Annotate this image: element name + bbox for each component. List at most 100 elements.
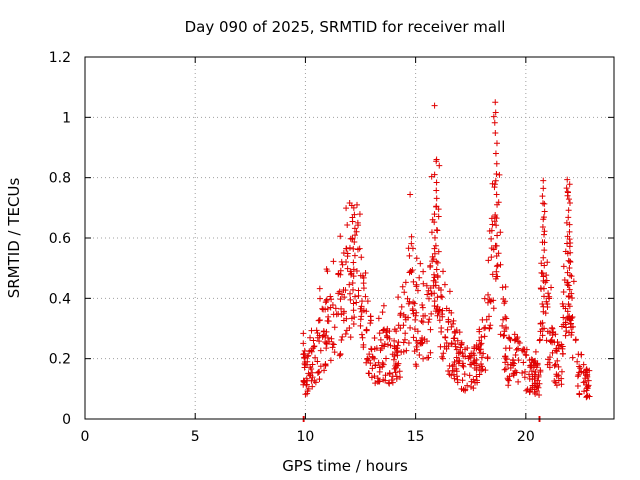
data-point [492,129,499,136]
data-point [362,293,369,300]
data-point [515,345,522,352]
data-point [325,313,332,320]
data-point [439,307,446,314]
data-point [390,356,397,363]
data-point [379,363,386,370]
data-point [400,339,407,346]
data-point [555,363,562,370]
data-point [439,355,446,362]
data-point [537,367,544,374]
data-point [391,337,398,344]
data-point [563,185,570,192]
data-point [377,336,384,343]
data-point [489,271,496,278]
data-point [520,346,527,353]
data-point [536,380,543,387]
data-point [435,285,442,292]
data-point [319,305,326,312]
data-point [541,247,548,254]
data-point [354,219,361,226]
data-point [316,317,323,324]
data-point [351,211,358,218]
data-point [402,330,409,337]
data-point [577,365,584,372]
data-point [308,365,315,372]
data-point [394,352,401,359]
data-point [386,328,393,335]
data-point [566,286,573,293]
data-point [364,298,371,305]
data-point [459,362,466,369]
data-point [347,334,354,341]
data-point [454,376,461,383]
data-point [481,295,488,302]
data-point [309,383,316,390]
data-point [519,370,526,377]
data-point [315,317,322,324]
data-point [313,327,320,334]
data-point [343,245,350,252]
data-point [436,317,443,324]
data-point [395,339,402,346]
data-point [413,343,420,350]
data-point [397,374,404,381]
data-point [490,305,497,312]
data-point [569,323,576,330]
data-point [543,272,550,279]
data-point [558,375,565,382]
data-point [350,273,357,280]
data-point [490,297,497,304]
data-point [419,319,426,326]
data-point [350,259,357,266]
data-point [330,341,337,348]
data-point [494,201,501,208]
data-point [428,229,435,236]
data-point [351,225,358,232]
data-point [541,239,548,246]
data-point [303,361,310,368]
chart-title: Day 090 of 2025, SRMTID for receiver mal… [185,18,506,36]
data-point [491,218,498,225]
data-point [337,351,344,358]
data-point [536,337,543,344]
data-point [533,364,540,371]
data-point [397,312,404,319]
data-point [536,391,543,398]
data-point [466,372,473,379]
data-point [433,258,440,265]
data-point [430,256,437,263]
data-point [464,344,471,351]
data-point [382,372,389,379]
data-point [457,344,464,351]
data-point [412,312,419,319]
data-point [386,380,393,387]
data-point [322,306,329,313]
x-tick-label: 10 [297,429,315,445]
data-point [479,316,486,323]
data-point [395,360,402,367]
data-point [304,387,311,394]
data-point [459,377,466,384]
data-point [502,283,509,290]
data-point [473,345,480,352]
data-point [431,250,438,257]
data-point [424,291,431,298]
data-point [477,346,484,353]
data-point [551,377,558,384]
data-point [497,261,504,268]
data-point [425,295,432,302]
data-point [568,290,575,297]
data-point [515,338,522,345]
data-point [375,378,382,385]
data-point [351,238,358,245]
data-point [487,322,494,329]
data-point [349,218,356,225]
data-point [399,283,406,290]
data-point [310,345,317,352]
data-point [509,357,516,364]
y-tick-label: 1 [62,110,71,126]
data-point [423,282,430,289]
data-point [443,305,450,312]
data-point [539,193,546,200]
data-point [363,359,370,366]
